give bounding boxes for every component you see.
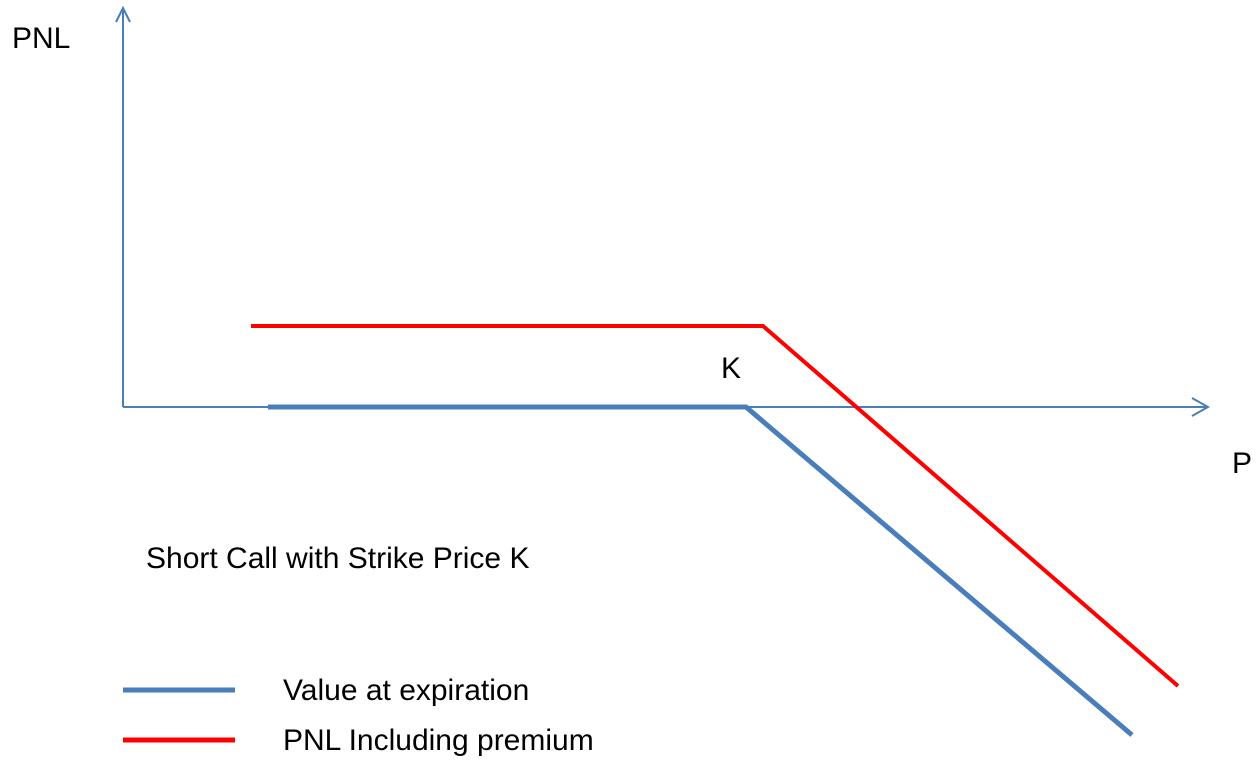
legend-label: PNL Including premium <box>283 724 594 757</box>
caption: Short Call with Strike Price K <box>146 542 529 575</box>
axes <box>115 5 1211 417</box>
y-axis-label: PNL <box>12 22 70 55</box>
x-axis-arrow <box>1191 397 1211 417</box>
expiration-value-line <box>268 404 1134 737</box>
legend-label: Value at expiration <box>283 674 529 707</box>
x-axis-label: P <box>1232 447 1252 480</box>
strike-label: K <box>721 352 741 385</box>
legend: Value at expiration PNL Including premiu… <box>123 674 594 757</box>
pnl-premium-line <box>251 324 1180 688</box>
y-axis-arrow <box>115 5 131 23</box>
